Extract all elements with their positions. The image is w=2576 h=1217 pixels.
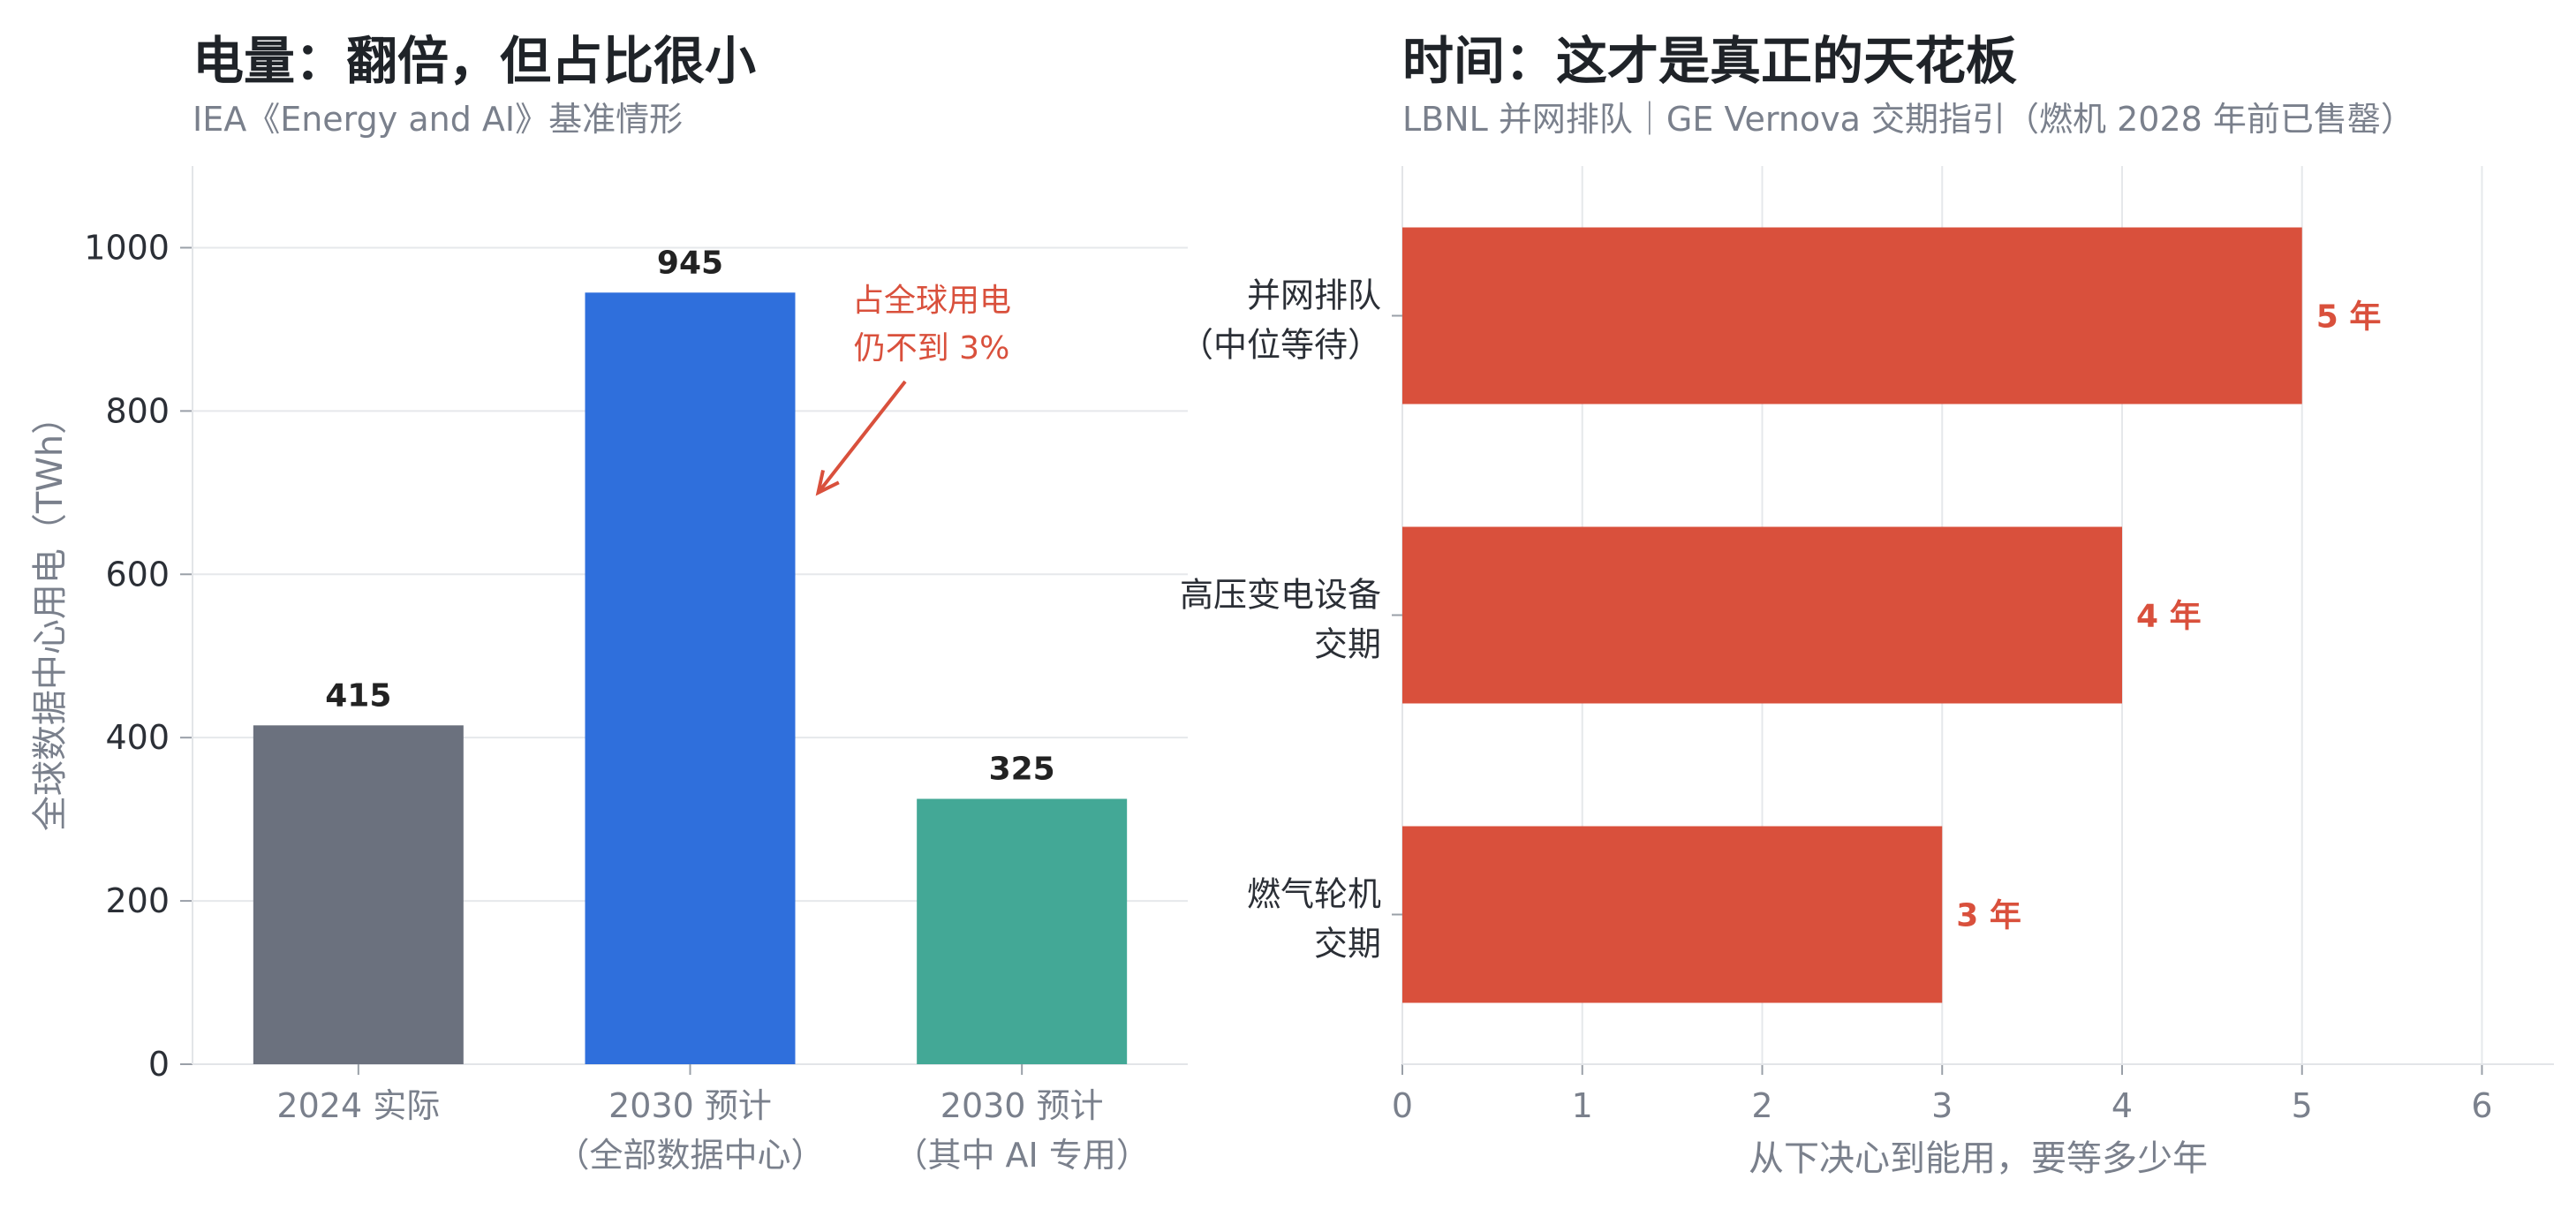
x-tick-label: 6	[2471, 1086, 2492, 1125]
chart-title: 时间：这才是真正的天花板	[1402, 31, 2018, 91]
bar-value-label: 945	[657, 245, 723, 281]
energy-bar-chart: 0 200 400 600 800 1000 全球数据中心用电（TWh） 415 2024 实际…	[30, 166, 1188, 1175]
bar	[253, 725, 464, 1064]
y-tick-label: 高压变电设备	[1180, 576, 1381, 615]
annotation-arrow	[816, 380, 907, 495]
y-tick-label: 0	[148, 1045, 170, 1084]
y-tick-label: 200	[105, 881, 170, 920]
bar-value-label: 3 年	[1956, 898, 2021, 934]
chart-title: 电量：翻倍，但占比很小	[193, 31, 757, 91]
y-tick-label: 燃气轮机	[1247, 875, 1381, 914]
chart-subtitle: LBNL 并网排队｜GE Vernova 交期指引（燃机 2028 年前已售罄）	[1402, 100, 2414, 139]
y-tick-label: 交期	[1314, 925, 1381, 964]
x-tick-label: 1	[1572, 1086, 1593, 1125]
x-tick-label: 2030 预计	[608, 1086, 772, 1125]
bar-value-label: 325	[989, 752, 1055, 788]
y-axis-label: 全球数据中心用电（TWh）	[30, 399, 71, 831]
bar-value-label: 415	[325, 677, 391, 714]
chart-subtitle: IEA《Energy and AI》基准情形	[193, 100, 684, 139]
y-tick-label: 并网排队	[1247, 276, 1381, 315]
y-tick-label: 800	[105, 391, 170, 430]
annotation-arrowhead	[815, 469, 840, 496]
bar	[917, 798, 1128, 1064]
bar-value-label: 4 年	[2136, 599, 2202, 635]
y-tick-label: （中位等待）	[1180, 326, 1381, 365]
bar	[1402, 526, 2122, 704]
left-chart-panel: 电量：翻倍，但占比很小 IEA《Energy and AI》基准情形 0 200 4…	[0, 0, 1236, 1217]
y-tick-label: 400	[105, 718, 170, 757]
x-tick-label: 2	[1751, 1086, 1772, 1125]
annotation-text: 仍不到 3%	[854, 330, 1010, 367]
bar-value-label: 5 年	[2316, 299, 2382, 336]
bar	[1402, 227, 2302, 404]
lead-time-bar-chart: 0 1 2 3 4 5 6 从下决心到能用，要等多少年 5 年 并网排队 （中位等待） 4 年 高压变电…	[1180, 166, 2554, 1179]
annotation-text: 占全球用电	[852, 283, 1011, 319]
y-tick-label: 600	[105, 555, 170, 593]
x-tick-label: 3	[1931, 1086, 1953, 1125]
y-tick-label: 交期	[1314, 625, 1381, 664]
x-tick-label: 2024 实际	[276, 1086, 440, 1125]
bar	[1402, 826, 1943, 1003]
x-tick-label: （全部数据中心）	[555, 1136, 824, 1175]
x-tick-label: 4	[2111, 1086, 2133, 1125]
x-axis-label: 从下决心到能用，要等多少年	[1749, 1138, 2208, 1179]
x-tick-label: 2030 预计	[941, 1086, 1104, 1125]
right-chart-panel: 时间：这才是真正的天花板 LBNL 并网排队｜GE Vernova 交期指引（燃…	[1180, 0, 2576, 1217]
x-tick-label: （其中 AI 专用）	[894, 1136, 1149, 1175]
y-tick-label: 1000	[84, 228, 170, 267]
x-tick-label: 0	[1392, 1086, 1413, 1125]
bar	[585, 292, 796, 1064]
x-tick-label: 5	[2292, 1086, 2313, 1125]
